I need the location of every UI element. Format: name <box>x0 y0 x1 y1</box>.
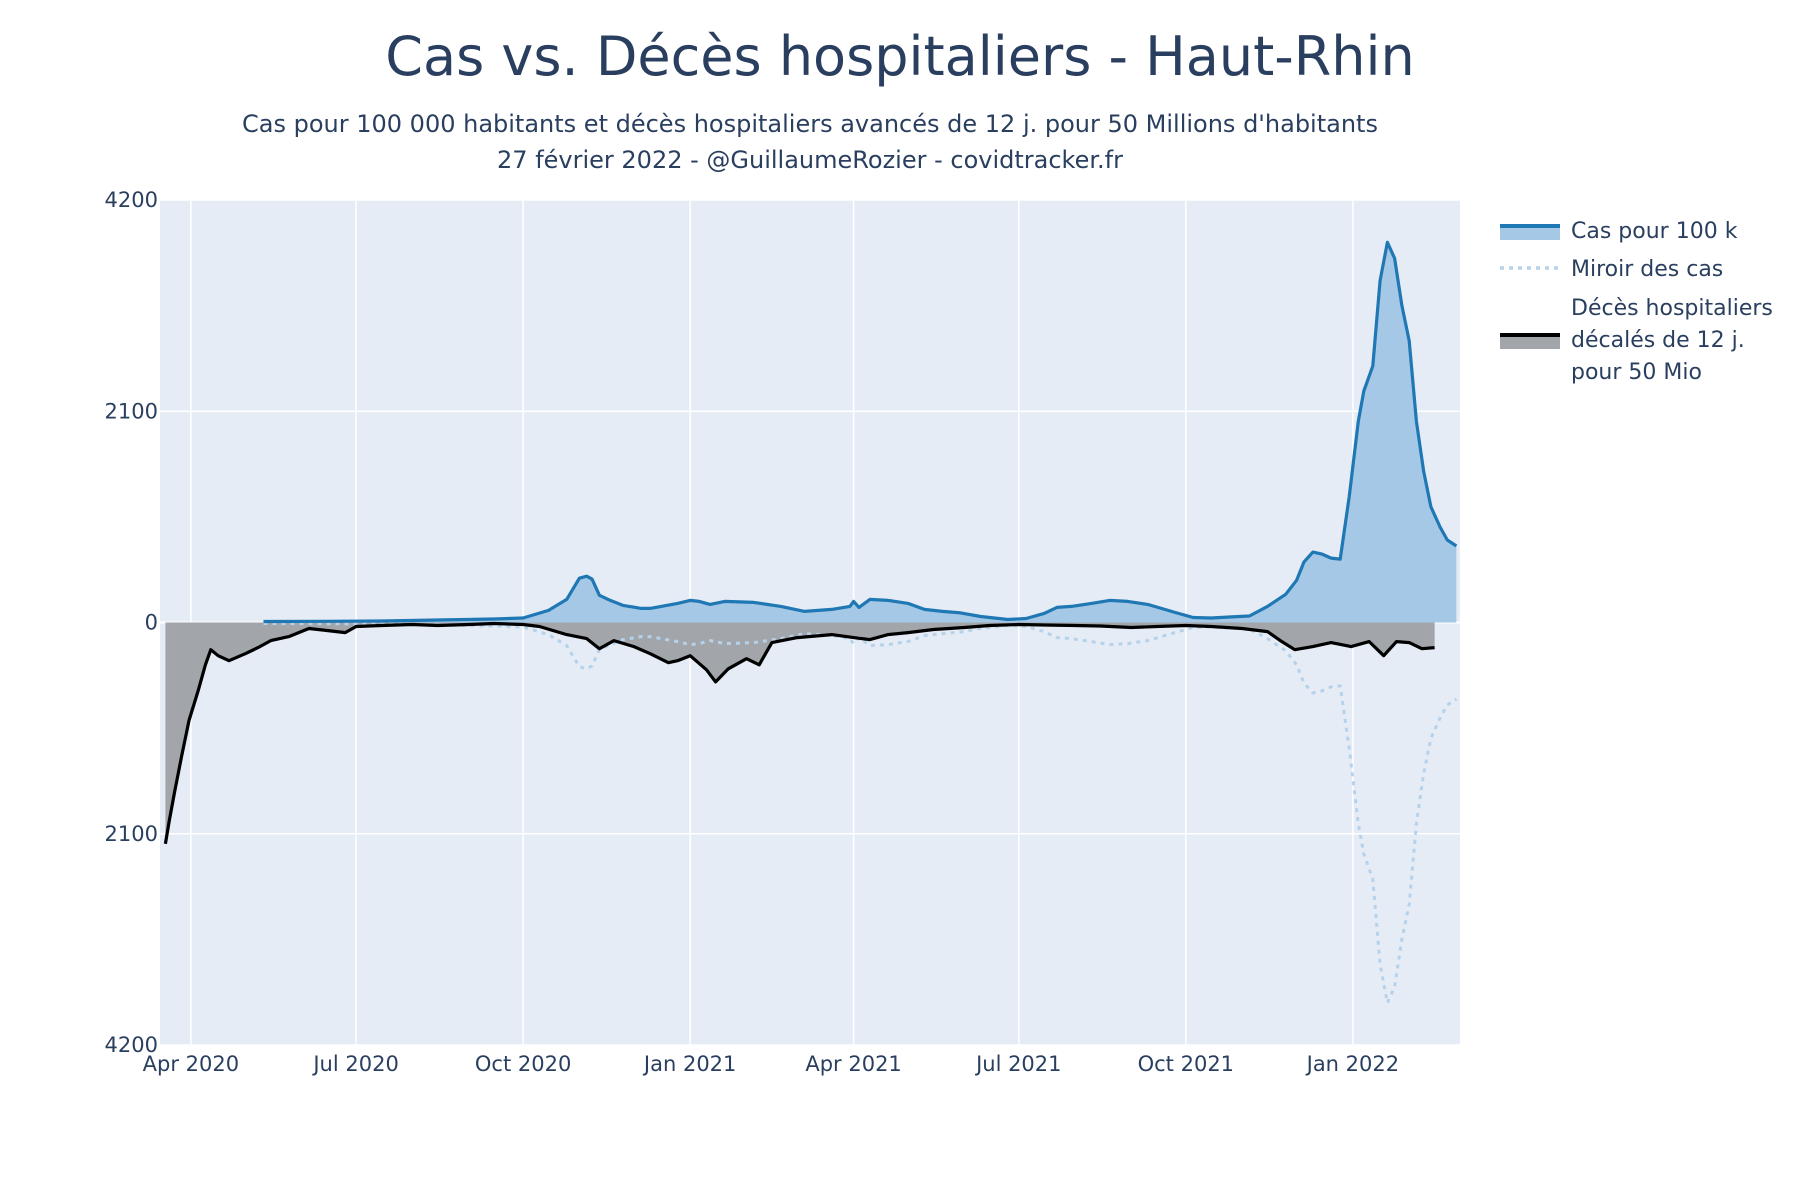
deaths-line <box>163 621 1435 845</box>
x-tick-label: Jul 2021 <box>974 1052 1061 1076</box>
x-tick-label: Jan 2021 <box>642 1052 737 1076</box>
x-tick-label: Jul 2020 <box>311 1052 398 1076</box>
legend-label-cases: Cas pour 100 k <box>1571 219 1738 244</box>
legend-label-mirror: Miroir des cas <box>1571 257 1723 282</box>
y-axis: 4200 2100 0 2100 4200 <box>105 188 158 1057</box>
legend-swatch-cases-fill <box>1500 226 1560 240</box>
legend-swatch-deaths-fill <box>1500 335 1560 349</box>
legend-label-deaths-line: décalés de 12 j. <box>1571 328 1745 353</box>
y-tick-label: 4200 <box>105 188 158 212</box>
y-tick-label: 2100 <box>105 399 158 423</box>
legend[interactable]: Cas pour 100 k Miroir des cas Décès hospit… <box>1500 219 1773 385</box>
y-tick-label: 0 <box>145 611 158 635</box>
x-tick-label: Apr 2020 <box>143 1052 239 1076</box>
chart-subtitle-line2: 27 février 2022 - @GuillaumeRozier - cov… <box>497 146 1123 174</box>
legend-item-cases[interactable]: Cas pour 100 k <box>1500 219 1738 244</box>
y-tick-label: 4200 <box>105 1033 158 1057</box>
deaths-area <box>165 622 1435 844</box>
chart-subtitle-line1: Cas pour 100 000 habitants et décès hosp… <box>242 110 1378 138</box>
x-tick-label: Oct 2021 <box>1138 1052 1234 1076</box>
cases-line <box>263 240 1458 624</box>
x-tick-label: Oct 2020 <box>475 1052 571 1076</box>
x-tick-label: Apr 2021 <box>805 1052 901 1076</box>
legend-label-deaths-line: Décès hospitaliers <box>1571 296 1773 321</box>
legend-item-deaths[interactable]: Décès hospitaliers décalés de 12 j. pour 5… <box>1500 296 1773 385</box>
legend-item-mirror[interactable]: Miroir des cas <box>1500 257 1723 282</box>
x-tick-label: Jan 2022 <box>1305 1052 1400 1076</box>
cases-area <box>263 242 1457 623</box>
x-axis: Apr 2020 Jul 2020 Oct 2020 Jan 2021 Apr 2021… <box>143 1052 1399 1076</box>
legend-label-deaths-line: pour 50 Mio <box>1571 360 1702 385</box>
chart-title: Cas vs. Décès hospitaliers - Haut-Rhin <box>385 25 1414 88</box>
y-tick-label: 2100 <box>105 822 158 846</box>
series-layer <box>163 240 1458 1008</box>
